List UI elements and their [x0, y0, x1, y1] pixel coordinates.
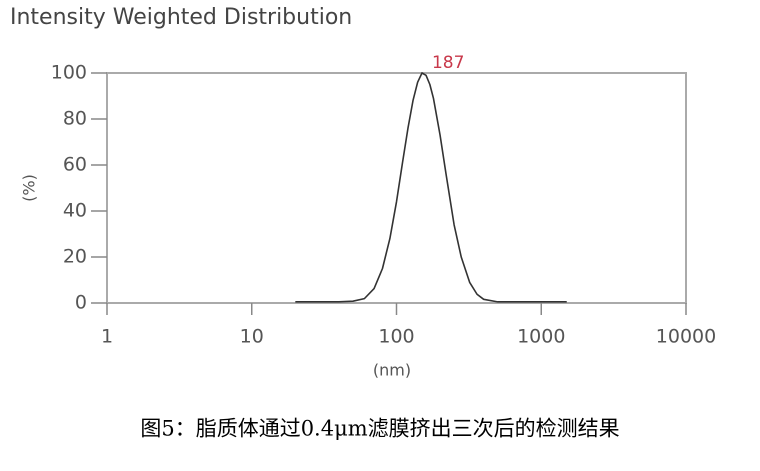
y-tick-label: 20	[63, 246, 87, 268]
caption: 图5：脂质体通过0.4μm滤膜挤出三次后的检测结果	[140, 417, 619, 441]
distribution-line	[295, 72, 567, 303]
y-tick-label: 40	[63, 200, 87, 222]
x-tick-label: 1	[101, 326, 113, 348]
y-axis-label: (%)	[20, 174, 39, 202]
y-tick-label: 60	[63, 154, 87, 176]
x-tick-label: 10	[240, 326, 264, 348]
x-tick-label: 10000	[656, 326, 716, 348]
peak-label: 187	[432, 53, 464, 73]
x-tick-label: 100	[378, 326, 414, 348]
y-tick-label: 0	[75, 292, 87, 314]
x-axis-label: (nm)	[373, 361, 411, 380]
y-tick-label: 80	[63, 108, 87, 130]
chart-title: Intensity Weighted Distribution	[10, 5, 352, 30]
plot-frame	[106, 72, 687, 304]
y-tick-label: 100	[51, 62, 87, 84]
x-tick-label: 1000	[517, 326, 565, 348]
